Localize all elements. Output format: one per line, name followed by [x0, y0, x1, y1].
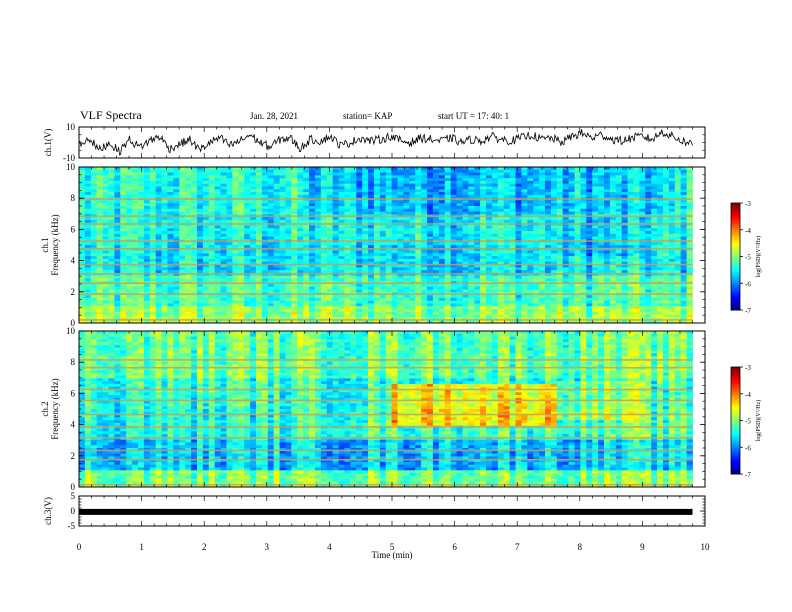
colorbar-tick-label: -7	[745, 471, 751, 479]
y-tick-label: 10	[66, 326, 76, 336]
y-tick-label: 4	[71, 256, 76, 266]
x-tick-label: 9	[640, 542, 645, 552]
y-tick-label: 5	[71, 491, 76, 501]
y-tick-label: 6	[71, 224, 76, 234]
y-tick-label: -10	[63, 153, 75, 163]
colorbar-tick-label: -5	[745, 254, 751, 262]
y-tick-label: 0	[71, 506, 76, 516]
date-label: Jan. 28, 2021	[250, 111, 298, 121]
ch1-spectrogram-channel-label: ch.1	[40, 237, 50, 252]
colorbar-tick-label: -4	[745, 227, 751, 235]
y-tick-label: 0	[71, 318, 76, 328]
colorbar-tick-label: -4	[745, 391, 751, 399]
start-time-label: start UT = 17: 40: 1	[438, 111, 510, 121]
colorbar-tick-label: -5	[745, 418, 751, 426]
ch3-axis-label: ch.3(V)	[43, 497, 53, 525]
chart-title: VLF Spectra	[80, 108, 142, 122]
y-tick-label: 8	[71, 193, 76, 203]
ch2-frequency-axis-label: Frequency (kHz)	[50, 378, 60, 439]
colorbar-tick-label: -6	[745, 444, 751, 452]
y-tick-label: 2	[71, 287, 76, 297]
colorbar-tick-label: -3	[745, 200, 751, 208]
ch1-frequency-axis-label: Frequency (kHz)	[50, 214, 60, 275]
x-tick-label: 3	[265, 542, 270, 552]
x-tick-label: 4	[327, 542, 332, 552]
x-tick-label: 5	[390, 542, 395, 552]
y-tick-label: -5	[68, 521, 76, 531]
colorbar-ch2	[730, 366, 743, 475]
y-tick-label: 6	[71, 388, 76, 398]
x-axis-label: Time (min)	[372, 550, 413, 560]
x-tick-label: 6	[452, 542, 457, 552]
x-tick-label: 2	[202, 542, 207, 552]
ch1-waveform-series	[78, 129, 693, 156]
y-tick-label: 4	[71, 420, 76, 430]
x-tick-label: 8	[578, 542, 583, 552]
x-tick-label: 1	[139, 542, 144, 552]
ch3-signal-series	[79, 508, 693, 515]
y-tick-label: 10	[66, 162, 76, 172]
y-tick-label: 8	[71, 357, 76, 367]
colorbar-tick-label: -3	[745, 364, 751, 372]
colorbar-label: log(PSD)(V²/Hz)	[755, 400, 762, 441]
spectrogram-ch2	[79, 331, 705, 488]
ch2-spectrogram-channel-label: ch.2	[40, 401, 50, 416]
x-tick-label: 0	[77, 542, 82, 552]
x-tick-label: 10	[701, 542, 711, 552]
ch1-axis-label: ch.1(V)	[43, 129, 53, 157]
y-tick-label: 10	[66, 122, 76, 132]
colorbar-tick-label: -7	[745, 307, 751, 315]
x-tick-label: 7	[515, 542, 520, 552]
colorbar-label: log(PSD)(V²/Hz)	[755, 236, 762, 277]
colorbar-ch1	[730, 202, 743, 311]
y-tick-label: 0	[71, 482, 76, 492]
y-tick-label: 2	[71, 451, 76, 461]
colorbar-tick-label: -6	[745, 280, 751, 288]
spectrogram-ch1	[79, 167, 705, 324]
station-label: station= KAP	[343, 111, 393, 121]
